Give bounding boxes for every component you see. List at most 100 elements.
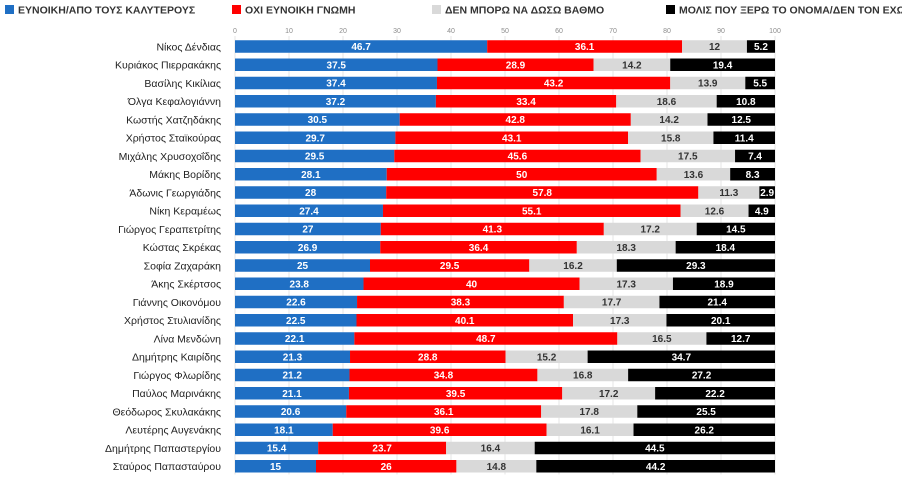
data-label: 27 [302, 225, 314, 236]
data-label: 48.7 [476, 334, 496, 345]
bar-segment [656, 168, 731, 181]
data-label: 55.1 [522, 206, 542, 217]
bar-segment [235, 186, 387, 199]
data-label: 18.4 [716, 243, 736, 254]
tick-label: 70 [609, 28, 617, 35]
category-label: Κώστας Σκρέκας [143, 242, 221, 254]
bar-segment [357, 295, 564, 309]
bar-segment [675, 241, 775, 254]
bar-segment [682, 40, 747, 53]
bar-segment [617, 332, 707, 345]
data-label: 26.9 [298, 243, 318, 254]
category-label: Γιώργος Φλωρίδης [133, 370, 221, 382]
data-label: 2.9 [760, 188, 774, 199]
data-label: 36.1 [575, 42, 595, 53]
category-label: Όλγα Κεφαλογιάννη [127, 96, 221, 108]
category-label: Νίκη Κεραμέως [149, 206, 221, 218]
data-label: 11.4 [735, 133, 754, 144]
data-label: 34.7 [672, 352, 692, 363]
data-label: 46.7 [351, 42, 371, 53]
bar-segment [536, 460, 775, 473]
bar-segment [670, 76, 746, 90]
bar-segment [730, 168, 775, 181]
bar-segment [672, 277, 775, 290]
data-label: 50 [516, 170, 528, 181]
data-label: 23.7 [372, 444, 392, 455]
category-label: Μάκης Βορίδης [149, 169, 221, 181]
data-label: 4.9 [755, 206, 769, 217]
data-label: 21.3 [283, 352, 303, 363]
data-label: 22.6 [286, 298, 306, 309]
data-label: 12 [709, 42, 721, 53]
data-label: 18.1 [274, 425, 294, 436]
bar-segment [698, 186, 760, 199]
bar-segment [318, 441, 447, 455]
legend-label: ΜΟΛΙΣ ΠΟΥ ΞΕΡΩ ΤΟ ΟΝΟΜΑ/ΔΕΝ ΤΟΝ ΕΧΩ ΑΚΟΥ… [679, 5, 902, 17]
data-label: 17.3 [610, 316, 630, 327]
data-label: 13.6 [684, 170, 704, 181]
bar-segment [696, 222, 775, 236]
bar-segment [630, 113, 708, 126]
bar-segment [713, 131, 775, 144]
bar-segment [562, 387, 656, 400]
bar-segment [349, 368, 538, 382]
data-label: 45.6 [508, 152, 528, 163]
legend-swatch [432, 5, 441, 14]
data-label: 16.1 [580, 425, 600, 436]
data-label: 14.8 [487, 462, 507, 473]
bar-segment [235, 259, 370, 272]
tick-label: 50 [501, 28, 509, 35]
data-label: 33.4 [516, 97, 536, 108]
bar-segment [235, 387, 349, 400]
category-label: Άκης Σκέρτσος [151, 279, 221, 291]
data-label: 26 [381, 462, 393, 473]
data-label: 28.9 [506, 60, 526, 71]
bar-segment [235, 441, 319, 455]
category-label: Δημήτρης Καιρίδης [132, 352, 221, 364]
data-label: 21.1 [282, 389, 302, 400]
category-label: Λευτέρης Αυγενάκης [125, 425, 221, 437]
bar-segment [316, 460, 457, 473]
bar-segment [235, 95, 436, 108]
bar-segment [436, 76, 671, 90]
data-label: 34.8 [434, 371, 454, 382]
bar-segment [235, 131, 396, 144]
bar-segment [456, 460, 537, 473]
bar-segment [735, 149, 775, 163]
category-label: Κωστής Χατζηδάκης [126, 114, 221, 126]
data-label: 39.5 [446, 389, 466, 400]
data-label: 14.5 [726, 225, 746, 236]
bar-segment [659, 295, 775, 309]
bar-segment [437, 58, 594, 71]
category-label: Σταύρος Παπασταύρου [113, 461, 222, 473]
bar-segment [235, 460, 316, 473]
bar-segment [670, 58, 775, 71]
bar-segment [487, 40, 683, 53]
bar-segment [759, 186, 775, 199]
bar-segment [593, 58, 671, 71]
data-label: 21.2 [283, 371, 303, 382]
category-label: Λίνα Μενδώνη [154, 333, 222, 345]
data-label: 42.8 [506, 115, 526, 126]
bar-segment [235, 204, 383, 217]
legend-swatch [666, 5, 675, 14]
bar-segment [529, 259, 617, 272]
data-label: 37.2 [326, 97, 346, 108]
data-label: 17.2 [641, 225, 661, 236]
data-label: 16.8 [573, 371, 593, 382]
data-label: 13.9 [698, 79, 718, 90]
bar-segment [616, 259, 775, 272]
data-label: 27.4 [299, 206, 319, 217]
data-label: 18.6 [657, 97, 677, 108]
data-label: 17.8 [580, 407, 600, 418]
data-label: 25 [297, 261, 309, 272]
category-label: Θεόδωρος Σκυλακάκης [112, 406, 221, 418]
bar-segment [348, 387, 563, 400]
data-label: 5.2 [754, 42, 768, 53]
data-label: 17.5 [678, 152, 698, 163]
data-label: 28.8 [418, 352, 438, 363]
bar-segment [235, 40, 488, 53]
bar-segment [370, 259, 530, 272]
data-label: 17.3 [616, 279, 636, 290]
